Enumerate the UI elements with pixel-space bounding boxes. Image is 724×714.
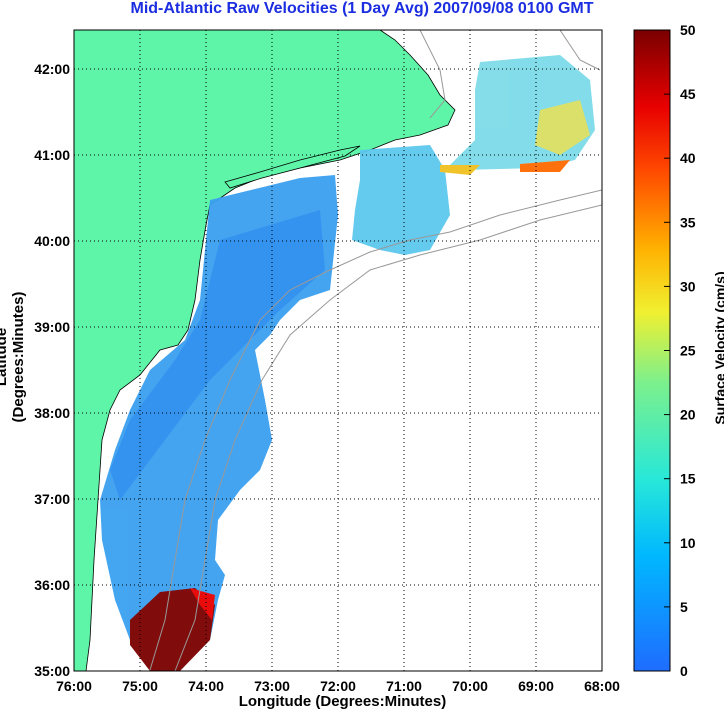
x-tick-label: 69:00	[518, 678, 554, 694]
x-tick-label: 75:00	[122, 678, 158, 694]
colorbar-tick-label: 0	[680, 663, 688, 679]
colorbar-tick-label: 30	[680, 278, 696, 294]
colorbar-tick-label: 50	[680, 22, 696, 38]
y-tick-labels: 35:00 36:00 37:00 38:00 39:00 40:00 41:00 42:00	[34, 61, 70, 679]
colorbar-tick-label: 25	[680, 343, 696, 359]
colorbar-tick-label: 20	[680, 407, 696, 423]
long-island	[224, 145, 361, 189]
colorbar-tick-label: 10	[680, 535, 696, 551]
x-tick-label: 73:00	[254, 678, 290, 694]
y-tick-label: 37:00	[34, 491, 70, 507]
y-tick-label: 41:00	[34, 147, 70, 163]
velocity-field	[100, 55, 595, 671]
x-tick-label: 74:00	[188, 678, 224, 694]
bathymetry-contours	[149, 30, 602, 671]
x-tick-labels: 76:00 75:00 74:00 73:00 72:00 71:00 70:00 69:00…	[56, 678, 620, 694]
map-title: Mid-Atlantic Raw Velocities (1 Day Avg) …	[130, 0, 594, 17]
colorbar-tick-label: 35	[680, 214, 696, 230]
x-tick-label: 76:00	[56, 678, 92, 694]
y-tick-label: 40:00	[34, 233, 70, 249]
grid-lines	[74, 30, 602, 671]
y-tick-label: 35:00	[34, 663, 70, 679]
x-tick-label: 68:00	[584, 678, 620, 694]
x-axis-label: Longitude (Degrees:Minutes)	[238, 693, 447, 710]
x-tick-label: 70:00	[452, 678, 488, 694]
colorbar-tick-label: 5	[680, 599, 688, 615]
land-coastline	[74, 30, 456, 671]
y-tick-label: 36:00	[34, 577, 70, 593]
colorbar-tick-label: 45	[680, 86, 696, 102]
colorbar-tick-labels: 0 5 10 15 20 25 30 35 40 45 50	[664, 22, 696, 679]
map-frame	[73, 29, 603, 672]
colorbar-tick-label: 40	[680, 150, 696, 166]
x-tick-label: 71:00	[386, 678, 422, 694]
y-tick-label: 38:00	[34, 405, 70, 421]
y-tick-label: 42:00	[34, 61, 70, 77]
y-tick-label: 39:00	[34, 319, 70, 335]
colorbar-tick-label: 15	[680, 471, 696, 487]
x-tick-label: 72:00	[320, 678, 356, 694]
